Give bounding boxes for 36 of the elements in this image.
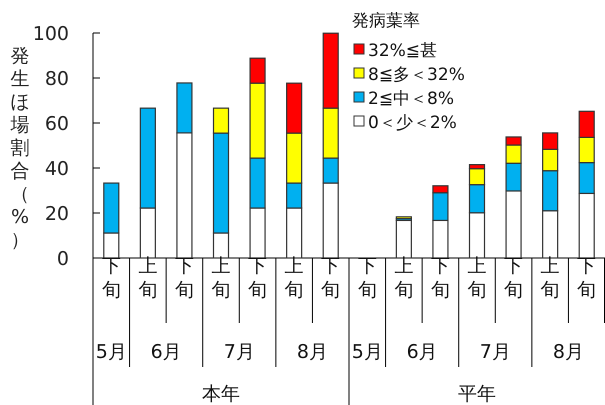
x-tick-label: 下旬 bbox=[577, 255, 596, 301]
y-tick-label: 40 bbox=[44, 158, 69, 180]
y-tick-label: 0 bbox=[56, 248, 69, 270]
x-tick-label: 上旬 bbox=[468, 255, 486, 301]
text: 6月 bbox=[150, 341, 182, 363]
text: 7月 bbox=[224, 341, 255, 363]
x-tick-label: 下旬 bbox=[248, 255, 268, 301]
x-tick-label: 下旬 bbox=[321, 255, 340, 301]
y-tick-label: 20 bbox=[44, 203, 69, 225]
text: 6月 bbox=[406, 341, 438, 363]
y-tick-label: 100 bbox=[32, 23, 69, 45]
y-tick-label: 80 bbox=[44, 68, 69, 90]
legend-label: 8≦多＜32% bbox=[368, 65, 465, 85]
text: 8月 bbox=[552, 341, 584, 363]
x-tick-label: 下旬 bbox=[504, 255, 524, 301]
x-tick-label: 下旬 bbox=[430, 255, 450, 301]
legend-title: 発病葉率 bbox=[352, 11, 420, 31]
x-tick-label: 上旬 bbox=[212, 255, 230, 301]
x-tick-label: 上旬 bbox=[394, 255, 414, 301]
text: 本年 bbox=[202, 383, 240, 405]
x-tick-label: 上旬 bbox=[284, 255, 304, 301]
text: 平年 bbox=[458, 383, 496, 405]
text: 5月 bbox=[96, 341, 127, 363]
y-tick-label: 60 bbox=[44, 113, 69, 135]
x-tick-label: 下旬 bbox=[358, 255, 377, 301]
x-tick-label: 下旬 bbox=[102, 255, 121, 301]
legend-label: 2≦中＜8% bbox=[368, 89, 454, 109]
x-tick-label: 上旬 bbox=[540, 255, 560, 301]
x-tick-label: 上旬 bbox=[138, 255, 158, 301]
text: 5月 bbox=[352, 341, 383, 363]
text: 7月 bbox=[480, 341, 511, 363]
text: 8月 bbox=[296, 341, 328, 363]
x-tick-label: 下旬 bbox=[174, 255, 194, 301]
legend-label: 32%≦甚 bbox=[368, 41, 438, 61]
legend-label: 0＜少＜2% bbox=[368, 113, 457, 133]
text: 発生ほ場割合（%） bbox=[10, 45, 30, 251]
